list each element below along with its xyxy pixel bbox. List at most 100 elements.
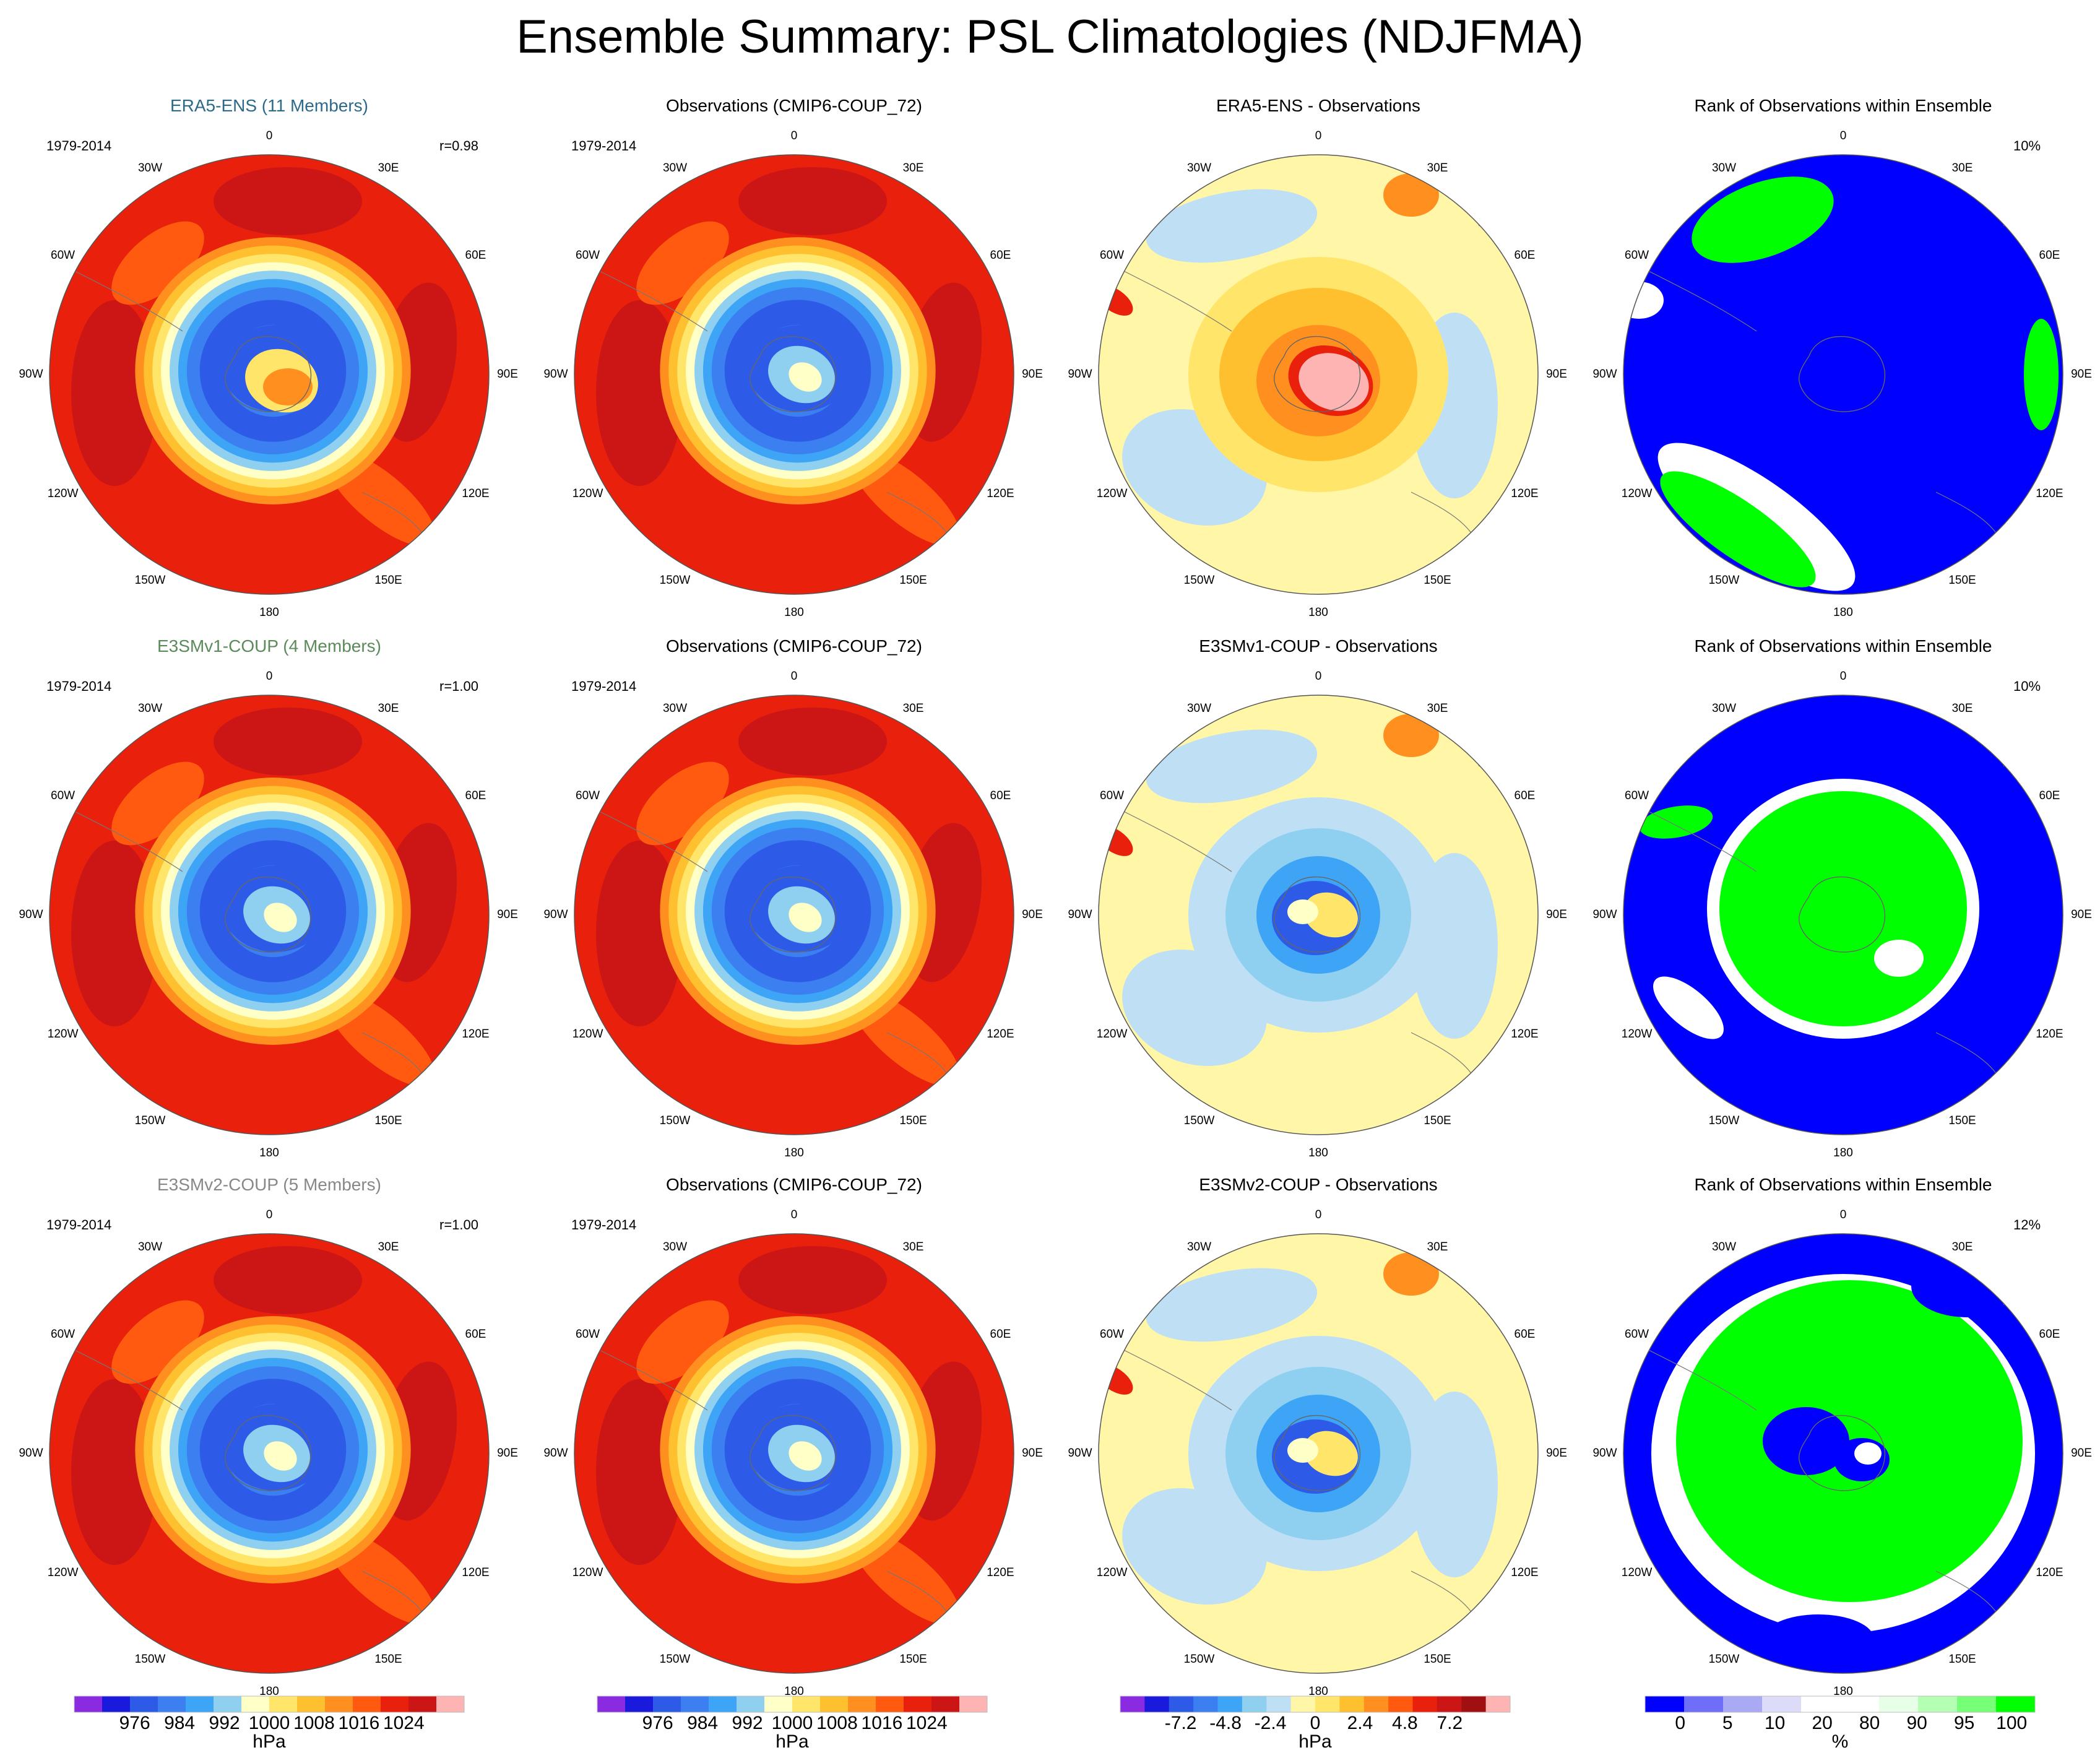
panel-title: ERA5-ENS (11 Members): [170, 96, 368, 115]
colorbar-tick-label: 992: [209, 1713, 240, 1733]
south-america-coastline: [64, 266, 183, 332]
longitude-label: 150W: [134, 1653, 166, 1666]
map-border: [574, 1233, 1014, 1674]
longitude-label: 150E: [1424, 1114, 1451, 1128]
panel-title: Observations (CMIP6-COUP_72): [666, 1175, 922, 1194]
longitude-label: 90W: [1068, 908, 1092, 921]
colorbar-swatch: [959, 1696, 988, 1712]
high-pressure-patch: [738, 708, 887, 776]
map-field: [1099, 1234, 1538, 1673]
colorbar-swatch: [1120, 1696, 1145, 1712]
longitude-label: 30W: [662, 161, 688, 175]
rank-low-region: [1763, 1614, 1874, 1664]
longitude-label: 180: [1833, 1146, 1853, 1159]
longitude-label: 180: [259, 1685, 279, 1698]
longitude-label: 120W: [572, 1566, 603, 1579]
longitude-label: 120E: [462, 487, 490, 500]
colorbar-tick-label: 1000: [248, 1713, 290, 1733]
longitude-label: 30W: [1711, 1240, 1737, 1254]
polar-map: [1098, 154, 1539, 595]
period-label: 1979-2014: [571, 1217, 637, 1232]
map-field: [1099, 155, 1538, 594]
anomaly-core: [1287, 1438, 1318, 1463]
longitude-label: 90E: [2071, 1447, 2092, 1460]
polar-map: [1098, 1233, 1539, 1674]
panel-stat: r=0.98: [439, 138, 478, 154]
colorbar-swatch: [1339, 1696, 1365, 1712]
colorbar-tick-label: 976: [642, 1713, 673, 1733]
polar-map: [574, 1233, 1014, 1674]
map-border: [49, 1233, 490, 1674]
colorbar-tick-label: 992: [732, 1713, 763, 1733]
longitude-label: 180: [784, 1146, 804, 1159]
panel-stat: r=1.00: [439, 1217, 478, 1232]
longitude-label: 120W: [1621, 1566, 1653, 1579]
subtropical-band: [636, 761, 729, 846]
colorbar-swatch: [241, 1696, 270, 1712]
south-america-coastline: [1113, 266, 1232, 332]
colorbar-swatch: [436, 1696, 465, 1712]
positive-anomaly: [1383, 714, 1439, 757]
longitude-label: 30W: [137, 1240, 163, 1254]
south-america-coastline: [64, 806, 183, 872]
longitude-label: 60E: [465, 789, 486, 802]
panel-title: Observations (CMIP6-COUP_72): [666, 96, 922, 115]
high-pressure-patch: [214, 708, 362, 776]
longitude-label: 120E: [1511, 487, 1539, 500]
colorbar-unit: %: [1831, 1731, 1849, 1752]
colorbar-tick-label: 90: [1906, 1713, 1927, 1733]
positive-anomaly: [1383, 173, 1439, 217]
australia-coastline: [1411, 1032, 1474, 1076]
longitude-label: 150E: [1948, 1653, 1976, 1666]
longitude-label: 120W: [1096, 1566, 1128, 1579]
longitude-label: 90E: [1022, 1447, 1043, 1460]
colorbar-tick-label: 4.8: [1392, 1713, 1418, 1733]
longitude-label: 180: [1308, 1146, 1328, 1159]
colorbar-swatch: [1879, 1696, 1919, 1712]
longitude-label: 60W: [1625, 1327, 1649, 1341]
colorbar-swatch: [1684, 1696, 1724, 1712]
longitude-label: 150W: [659, 1653, 691, 1666]
longitude-label: 90W: [19, 908, 43, 921]
longitude-label: 90W: [543, 1447, 568, 1460]
longitude-label: 90E: [1546, 1447, 1567, 1460]
colorbar-swatch: [214, 1696, 242, 1712]
map-border: [1098, 154, 1539, 595]
high-pressure-patch: [71, 300, 158, 486]
colorbar-swatch: [353, 1696, 381, 1712]
colorbar-unit: hPa: [253, 1731, 286, 1752]
longitude-label: 30W: [662, 701, 688, 715]
colorbar: [1644, 1696, 2036, 1713]
panel-stat: 10%: [2013, 138, 2041, 154]
longitude-label: 60E: [1514, 248, 1536, 262]
longitude-label: 90W: [1068, 368, 1092, 381]
colorbar: [597, 1696, 988, 1713]
colorbar-swatch: [1645, 1696, 1685, 1712]
high-pressure-patch: [738, 1246, 887, 1314]
map-border: [1098, 695, 1539, 1135]
negative-anomaly: [1146, 729, 1318, 804]
colorbar-swatch: [130, 1696, 158, 1712]
antarctic-plateau: [263, 368, 313, 405]
longitude-label: 90W: [543, 908, 568, 921]
colorbar-tick-label: 2.4: [1347, 1713, 1373, 1733]
longitude-label: 0: [1315, 1208, 1322, 1221]
australia-coastline: [886, 1570, 949, 1615]
polar-map: [574, 154, 1014, 595]
longitude-label: 60W: [576, 1327, 600, 1341]
colorbar-tick-label: 0: [1310, 1713, 1321, 1733]
panel-title: Rank of Observations within Ensemble: [1694, 1175, 1992, 1194]
colorbar-swatch: [1388, 1696, 1413, 1712]
australia-coastline: [361, 492, 425, 536]
colorbar-tick-label: 100: [1996, 1713, 2028, 1733]
south-america-coastline: [1638, 806, 1757, 872]
longitude-label: 150W: [1183, 1653, 1215, 1666]
longitude-label: 60W: [576, 789, 600, 802]
longitude-label: 30W: [1711, 161, 1737, 175]
longitude-label: 30E: [1427, 701, 1448, 715]
longitude-label: 0: [790, 1208, 798, 1221]
colorbar-swatch: [681, 1696, 709, 1712]
longitude-label: 150E: [1424, 574, 1451, 587]
longitude-label: 30E: [902, 701, 924, 715]
colorbar-swatch: [764, 1696, 793, 1712]
